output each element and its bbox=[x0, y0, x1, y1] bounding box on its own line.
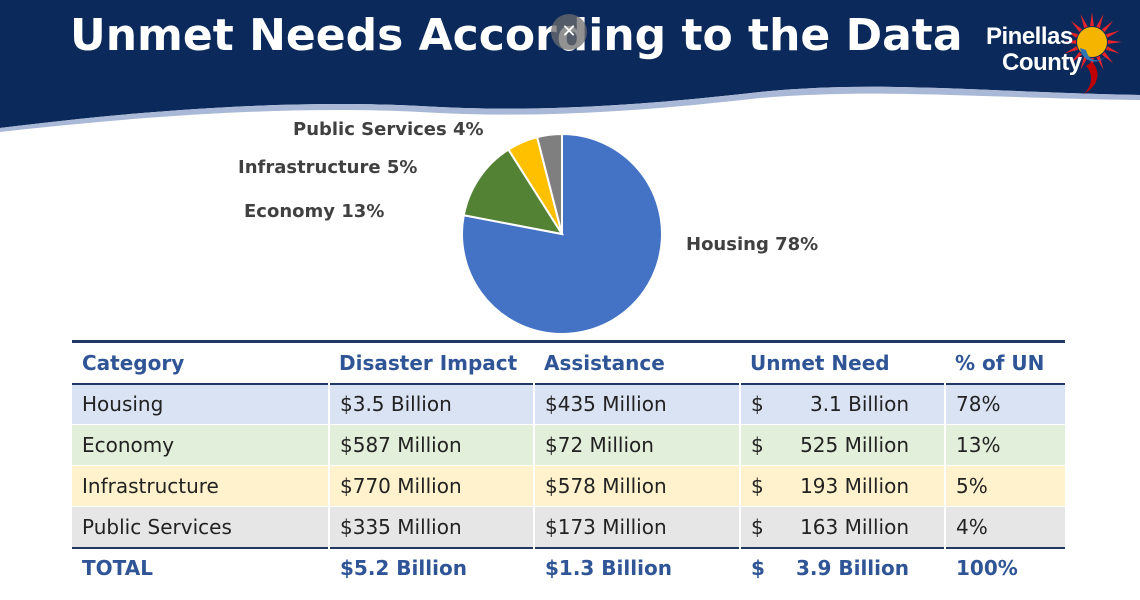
sun-ray bbox=[1080, 55, 1088, 70]
sun-ray bbox=[1101, 20, 1114, 33]
cell-assistance: $173 Million bbox=[534, 506, 741, 548]
header-unmet-need: Unmet Need bbox=[750, 350, 890, 375]
cell-assistance: $578 Million bbox=[534, 465, 741, 507]
sun-ray bbox=[1101, 51, 1114, 64]
close-icon[interactable]: ✕ bbox=[561, 21, 577, 42]
close-button[interactable]: ✕ bbox=[551, 14, 587, 50]
total-percent: 100% bbox=[956, 556, 1018, 581]
pie-label-infrastructure: Infrastructure 5% bbox=[238, 157, 418, 178]
pie-slice-economy bbox=[462, 148, 565, 236]
cell-assistance: $435 Million bbox=[534, 383, 741, 425]
total-unmet-amount: 3.9 Billion bbox=[795, 556, 909, 581]
cell-category: Infrastructure bbox=[72, 465, 330, 507]
currency-symbol: $ bbox=[751, 392, 764, 417]
logo-text-line1: Pinellas bbox=[986, 23, 1073, 50]
unmet-amount: 193 Million bbox=[800, 474, 909, 498]
currency-symbol: $ bbox=[751, 556, 765, 581]
cell-category: Public Services bbox=[72, 506, 330, 548]
sun-ray bbox=[1090, 12, 1094, 27]
pie-slice-public-services bbox=[535, 132, 563, 235]
cell-percent: 5% bbox=[956, 474, 988, 498]
cell-unmet-need: $3.1 Billion bbox=[740, 383, 946, 425]
header-swoosh-light bbox=[0, 86, 1140, 132]
sun-logo-icon bbox=[1062, 12, 1122, 94]
sun-ray bbox=[1080, 14, 1088, 29]
header-band bbox=[0, 0, 1140, 132]
logo-text-line2: County bbox=[1002, 49, 1082, 76]
cell-category: Economy bbox=[72, 424, 330, 466]
pie-slices bbox=[461, 132, 663, 335]
header-assistance: Assistance bbox=[544, 350, 665, 375]
sun-ray bbox=[1070, 51, 1083, 64]
cell-unmet-need: $163 Million bbox=[740, 506, 946, 548]
table-row: Public Services $335 Million $173 Millio… bbox=[72, 506, 1065, 548]
header-category: Category bbox=[82, 350, 185, 375]
cell-unmet-need: $525 Million bbox=[740, 424, 946, 466]
cell-percent: 13% bbox=[956, 433, 1001, 457]
sun-ray bbox=[1064, 30, 1079, 38]
header-percent-un: % of UN bbox=[955, 350, 1045, 375]
county-logo: Pinellas County bbox=[980, 2, 1130, 102]
sun-flame bbox=[1084, 62, 1098, 94]
header-disaster-impact: Disaster Impact bbox=[339, 350, 518, 375]
total-impact: $5.2 Billion bbox=[329, 547, 535, 589]
sun-ray bbox=[1096, 14, 1104, 29]
unmet-needs-table: Category Disaster Impact Assistance Unme… bbox=[72, 340, 1065, 589]
sun-ray bbox=[1096, 55, 1104, 70]
total-unmet-need: $3.9 Billion bbox=[740, 547, 946, 589]
cell-category: Housing bbox=[72, 383, 330, 425]
total-category: TOTAL bbox=[72, 547, 330, 589]
pie-chart bbox=[461, 132, 663, 335]
cell-unmet-need: $193 Million bbox=[740, 465, 946, 507]
sun-ray bbox=[1105, 46, 1120, 54]
unmet-amount: 525 Million bbox=[800, 433, 909, 457]
sun-ray bbox=[1064, 46, 1079, 54]
cell-impact: $335 Million bbox=[329, 506, 535, 548]
table-row: Economy $587 Million $72 Million $525 Mi… bbox=[72, 424, 1065, 466]
pie-label-housing: Housing 78% bbox=[686, 234, 819, 255]
cell-percent: 78% bbox=[956, 392, 1001, 417]
cell-assistance: $72 Million bbox=[534, 424, 741, 466]
sun-ray bbox=[1062, 40, 1077, 44]
currency-symbol: $ bbox=[751, 474, 764, 498]
pie-label-economy: Economy 13% bbox=[244, 201, 385, 222]
cell-impact: $3.5 Billion bbox=[329, 383, 535, 425]
cell-percent: 4% bbox=[956, 514, 988, 539]
table-total-row: TOTAL $5.2 Billion $1.3 Billion $3.9 Bil… bbox=[72, 547, 1065, 589]
cell-impact: $587 Million bbox=[329, 424, 535, 466]
table-row: Housing $3.5 Billion $435 Million $3.1 B… bbox=[72, 383, 1065, 425]
currency-symbol: $ bbox=[751, 433, 764, 457]
table-header-row: Category Disaster Impact Assistance Unme… bbox=[72, 341, 1065, 384]
cell-impact: $770 Million bbox=[329, 465, 535, 507]
unmet-amount: 3.1 Billion bbox=[809, 392, 909, 417]
sun-ray bbox=[1107, 40, 1122, 44]
header-background bbox=[0, 0, 1140, 128]
page-title: Unmet Needs According to the Data bbox=[70, 10, 963, 61]
table-row: Infrastructure $770 Million $578 Million… bbox=[72, 465, 1065, 507]
pie-label-public-services: Public Services 4% bbox=[293, 119, 484, 140]
sun-ray bbox=[1070, 20, 1083, 33]
unmet-amount: 163 Million bbox=[800, 514, 909, 539]
total-assistance: $1.3 Billion bbox=[534, 547, 741, 589]
sun-rays bbox=[1062, 12, 1122, 72]
sun-ray bbox=[1105, 30, 1120, 38]
sun-swirl bbox=[1080, 48, 1106, 62]
currency-symbol: $ bbox=[751, 514, 764, 539]
